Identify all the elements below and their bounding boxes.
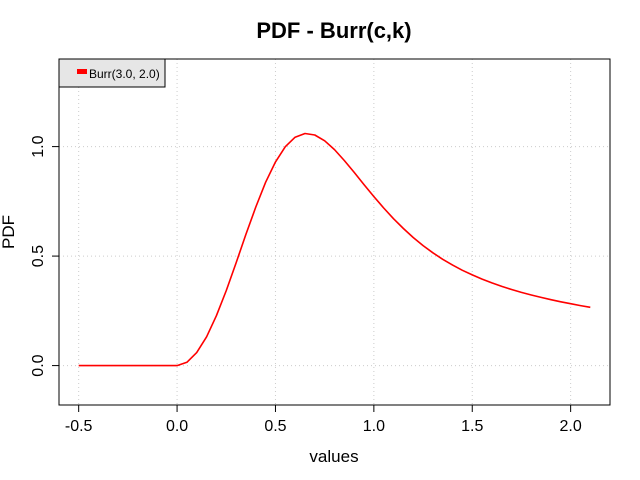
y-axis: 0.0 0.5 1.0: [30, 135, 59, 377]
legend-swatch: [77, 69, 87, 74]
plot-frame: [58, 58, 611, 406]
y-tick-label: 1.0: [30, 135, 47, 157]
x-tick-label: 2.0: [560, 418, 582, 435]
y-tick-label: 0.5: [30, 245, 47, 267]
x-tick-label: -0.5: [65, 418, 93, 435]
legend-label: Burr(3.0, 2.0): [89, 67, 160, 81]
legend-box: [58, 58, 166, 88]
x-tick-label: 1.5: [461, 418, 483, 435]
legend: Burr(3.0, 2.0): [58, 58, 166, 88]
x-axis-label: values: [309, 447, 358, 466]
x-tick-label: 0.5: [264, 418, 286, 435]
x-tick-label: 1.0: [363, 418, 385, 435]
series-line: [78, 132, 591, 367]
series-group: [78, 132, 591, 367]
x-axis: -0.5 0.0 0.5 1.0 1.5 2.0: [65, 405, 582, 435]
y-tick-label: 0.0: [30, 354, 47, 376]
grid-lines: [59, 59, 610, 405]
y-axis-label: PDF: [0, 215, 18, 249]
x-tick-label: 0.0: [166, 418, 188, 435]
chart-title: PDF - Burr(c,k): [256, 18, 411, 43]
